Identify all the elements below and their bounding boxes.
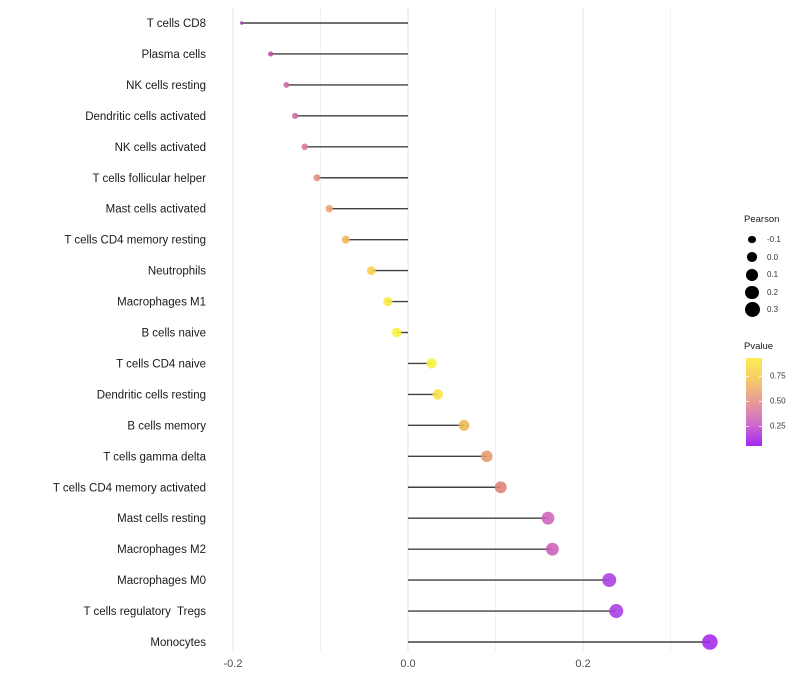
size-dot-cell — [744, 302, 760, 318]
y-axis-label: T cells CD8 — [147, 18, 206, 30]
y-axis-label: Dendritic cells activated — [85, 111, 206, 123]
size-legend-item: 0.3 — [744, 301, 781, 319]
pvalue-tick-value: 0.25 — [770, 421, 786, 431]
lollipop-dot — [545, 542, 559, 556]
y-axis-label: Macrophages M1 — [117, 297, 206, 309]
pvalue-gradient-bar — [746, 358, 762, 446]
lollipop-dot — [291, 112, 299, 119]
y-axis-label: Monocytes — [150, 637, 206, 649]
size-legend-item: 0.1 — [744, 266, 781, 284]
lollipop-dot — [325, 204, 333, 213]
y-axis-label: B cells naive — [141, 328, 206, 340]
y-axis-label: T cells follicular helper — [92, 173, 206, 185]
y-axis-label: Mast cells resting — [117, 513, 206, 525]
x-axis-tick-label: 0.0 — [400, 658, 415, 670]
size-legend-value: 0.3 — [767, 305, 779, 315]
y-axis-label: T cells CD4 memory activated — [53, 482, 206, 494]
lollipop-dot — [426, 358, 437, 369]
pvalue-bar-tick — [746, 426, 749, 427]
y-axis-label: Mast cells activated — [106, 204, 206, 216]
lollipop-dot — [239, 21, 244, 25]
pvalue-bar-tick — [746, 401, 749, 402]
size-dot-cell — [744, 236, 760, 244]
lollipop-dot — [541, 511, 555, 525]
lollipop-dot — [432, 389, 443, 400]
pvalue-legend-title: Pvalue — [744, 341, 774, 352]
size-legend-value: -0.1 — [767, 235, 781, 245]
size-dot-cell — [744, 252, 760, 263]
size-dot-cell — [744, 268, 760, 281]
lollipop-dot — [702, 634, 718, 650]
pvalue-tick-value: 0.50 — [770, 396, 786, 406]
x-axis-tick-label: -0.2 — [224, 658, 243, 670]
size-legend-dot — [747, 252, 757, 263]
size-legend-value: 0.0 — [767, 252, 779, 262]
x-axis-tick-label: 0.2 — [575, 658, 590, 670]
size-legend-value: 0.2 — [767, 287, 779, 297]
lollipop-dot — [313, 174, 321, 182]
y-axis-label: B cells memory — [127, 420, 206, 432]
lollipop-dot — [383, 296, 393, 307]
lollipop-dot — [366, 266, 376, 275]
pvalue-tick-value: 0.75 — [770, 371, 786, 381]
pearson-legend-items: -0.1 0.0 0.1 0.2 0.3 — [744, 231, 781, 319]
pvalue-bar-tick — [759, 426, 762, 427]
lollipop-dot — [480, 450, 493, 463]
pvalue-bar-tick — [746, 376, 749, 377]
size-legend-dot — [745, 285, 759, 299]
size-legend-item: 0.0 — [744, 249, 781, 267]
y-axis-label: Macrophages M2 — [117, 544, 206, 556]
lollipop-dot — [341, 235, 350, 244]
y-axis-label: Plasma cells — [141, 49, 206, 61]
y-axis-label: NK cells resting — [126, 80, 206, 92]
y-axis-label: Macrophages M0 — [117, 575, 206, 587]
pvalue-color-legend: Pvalue 0.75 0.50 0.25 — [744, 341, 800, 448]
size-dot-cell — [744, 285, 760, 299]
size-legend-dot — [744, 302, 760, 318]
pvalue-bar-tick — [759, 376, 762, 377]
y-axis-label: T cells regulatory Tregs — [83, 606, 206, 618]
y-axis-label: Dendritic cells resting — [97, 389, 206, 401]
lollipop-dot — [458, 419, 470, 431]
lollipop-dot — [609, 604, 624, 619]
size-legend-item: -0.1 — [744, 231, 781, 249]
y-axis-label: NK cells activated — [115, 142, 206, 154]
lollipop-dot — [268, 51, 274, 57]
lollipop-dot — [494, 481, 507, 494]
lollipop-dot — [602, 573, 617, 588]
y-axis-label: T cells CD4 memory resting — [64, 235, 206, 247]
pvalue-gradient-wrap: 0.75 0.50 0.25 — [744, 358, 800, 448]
pearson-size-legend: Pearson -0.1 0.0 0.1 0.2 0.3 — [744, 214, 781, 319]
pvalue-bar-tick — [759, 401, 762, 402]
lollipop-dot — [391, 327, 402, 338]
size-legend-value: 0.1 — [767, 270, 779, 280]
lollipop-dot — [283, 81, 290, 88]
size-legend-item: 0.2 — [744, 284, 781, 302]
size-legend-dot — [748, 236, 756, 244]
pearson-legend-title: Pearson — [744, 214, 780, 225]
lollipop-dot — [301, 143, 309, 151]
y-axis-label: T cells gamma delta — [103, 451, 206, 463]
y-axis-label: T cells CD4 naive — [116, 358, 206, 370]
size-legend-dot — [746, 268, 758, 281]
y-axis-label: Neutrophils — [148, 266, 206, 278]
